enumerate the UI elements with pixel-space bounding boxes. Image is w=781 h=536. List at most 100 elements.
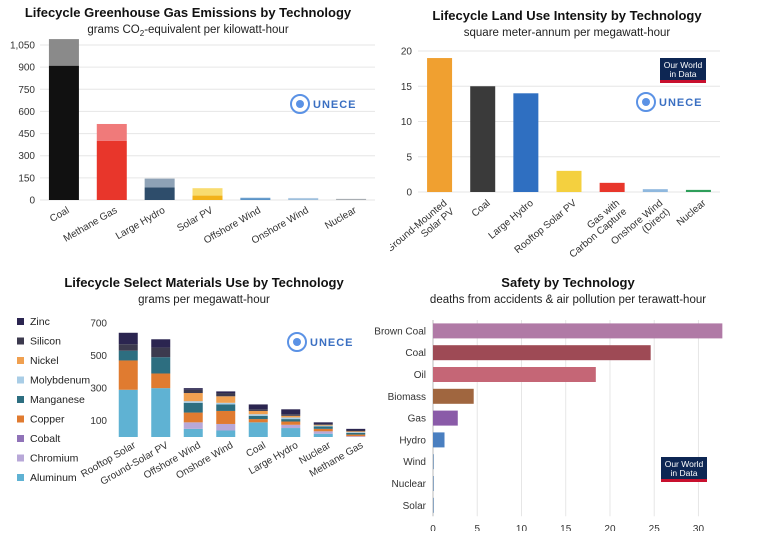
bar-solar-pv-seg1 <box>193 188 223 195</box>
y-tick-label: 300 <box>18 151 35 162</box>
owid-text-line2: in Data <box>670 69 697 79</box>
bar-large-hydro-zinc <box>281 409 300 414</box>
materials-chart: Lifecycle Select Materials Use by Techno… <box>0 265 390 531</box>
bar-onshore-wind-direct <box>643 189 668 192</box>
bar-onshore-wind-manganese <box>216 404 235 411</box>
y-tick-label: 0 <box>29 196 35 207</box>
bar-hydro <box>433 432 445 447</box>
legend-swatch-zinc <box>17 318 24 325</box>
bar-methane-gas-silicon <box>346 430 365 431</box>
x-tick-label: 15 <box>560 524 572 531</box>
x-category-label: Onshore Wind <box>174 440 235 481</box>
y-tick-label: 5 <box>406 152 412 163</box>
legend-label-molybdenum: Molybdenum <box>30 375 90 387</box>
land-use-chart: Lifecycle Land Use Intensity by Technolo… <box>390 0 781 265</box>
unece-text: UNECE <box>310 337 354 349</box>
bar-methane-gas-zinc <box>346 429 365 431</box>
bar-large-hydro-seg0 <box>145 187 175 200</box>
legend-label-aluminum: Aluminum <box>30 472 77 484</box>
y-tick-label: 600 <box>18 107 35 118</box>
legend-label-zinc: Zinc <box>30 316 50 328</box>
bar-nuclear-silicon <box>314 424 333 425</box>
bar-nuclear-molybdenum <box>314 426 333 427</box>
x-tick-label: 30 <box>693 524 705 531</box>
chart-subtitle: grams per megawatt-hour <box>138 294 270 306</box>
y-category-label: Nuclear <box>392 479 427 490</box>
legend-swatch-nickel <box>17 357 24 364</box>
bar-offshore-wind-zinc <box>184 388 203 390</box>
bar-rooftop-solar-pv <box>557 171 582 192</box>
bar-offshore-wind-seg0 <box>240 198 270 200</box>
unece-text: UNECE <box>313 99 357 111</box>
un-emblem-center <box>293 338 301 346</box>
legend-swatch-manganese <box>17 396 24 403</box>
legend-swatch-chromium <box>17 455 24 462</box>
bar-offshore-wind-molybdenum <box>184 401 203 403</box>
y-category-label: Coal <box>405 348 426 359</box>
y-category-label: Gas <box>408 414 426 425</box>
bar-large-hydro-molybdenum <box>281 417 300 419</box>
bar-offshore-wind-copper <box>184 413 203 423</box>
bar-coal-copper <box>249 419 268 422</box>
legend-label-manganese: Manganese <box>30 394 85 406</box>
bar-offshore-wind-manganese <box>184 403 203 413</box>
bar-coal-seg0 <box>49 66 79 200</box>
unece-logo: UNECE <box>291 95 357 113</box>
y-tick-label: 750 <box>18 85 35 96</box>
x-category-label: Coal <box>470 198 493 220</box>
x-category-label: Nuclear <box>675 197 709 228</box>
y-tick-label: 20 <box>401 47 413 58</box>
bar-coal-zinc <box>249 404 268 409</box>
bar-coal-nickel <box>249 411 268 414</box>
bar-large-hydro-nickel <box>281 416 300 418</box>
bar-large-hydro-aluminum <box>281 428 300 437</box>
bar-methane-gas-seg1 <box>97 124 127 141</box>
bar-biomass <box>433 389 474 404</box>
x-category-label: Ground-MountedSolar PV <box>390 198 457 264</box>
legend-swatch-silicon <box>17 338 24 345</box>
y-tick-label: 100 <box>90 416 107 427</box>
chart-title: Lifecycle Greenhouse Gas Emissions by Te… <box>25 5 352 20</box>
bar-nuclear-zinc <box>314 422 333 424</box>
bar-nuclear-chromium <box>314 431 333 433</box>
bar-ground-solar-pv-zinc <box>151 339 170 347</box>
legend-label-copper: Copper <box>30 414 65 426</box>
y-tick-label: 10 <box>401 117 413 128</box>
un-emblem-center <box>642 98 650 106</box>
bar-coal-seg1 <box>49 39 79 66</box>
bar-coal-aluminum <box>249 422 268 437</box>
bar-offshore-wind-aluminum <box>184 429 203 437</box>
bar-rooftop-solar-copper <box>119 360 138 389</box>
bar-coal-manganese <box>249 416 268 419</box>
legend-swatch-cobalt <box>17 435 24 442</box>
bar-coal <box>433 345 651 360</box>
materials-panel: Lifecycle Select Materials Use by Techno… <box>0 265 390 531</box>
bar-solar-pv-seg0 <box>193 196 223 200</box>
bar-rooftop-solar-silicon <box>119 344 138 351</box>
chart-subtitle: grams CO2-equivalent per kilowatt-hour <box>87 24 288 38</box>
y-category-label: Oil <box>414 370 426 381</box>
bar-nuclear <box>433 476 434 491</box>
bar-nuclear-manganese <box>314 426 333 428</box>
bar-methane-gas-nickel <box>346 431 365 432</box>
bar-ground-solar-pv-silicon <box>151 347 170 357</box>
bar-nuclear <box>686 190 711 192</box>
bar-coal-molybdenum <box>249 414 268 416</box>
bar-oil <box>433 367 596 382</box>
y-tick-label: 700 <box>90 319 107 330</box>
x-tick-label: 20 <box>604 524 616 531</box>
bar-methane-gas-seg0 <box>97 141 127 200</box>
y-category-label: Wind <box>403 457 426 468</box>
y-tick-label: 15 <box>401 82 413 93</box>
y-tick-label: 450 <box>18 129 35 140</box>
bar-offshore-wind-silicon <box>184 390 203 393</box>
y-tick-label: 300 <box>90 384 107 395</box>
bar-brown-coal <box>433 323 722 338</box>
un-emblem-center <box>296 100 304 108</box>
chart-title: Lifecycle Land Use Intensity by Technolo… <box>432 8 702 23</box>
unece-logo: UNECE <box>288 333 354 351</box>
